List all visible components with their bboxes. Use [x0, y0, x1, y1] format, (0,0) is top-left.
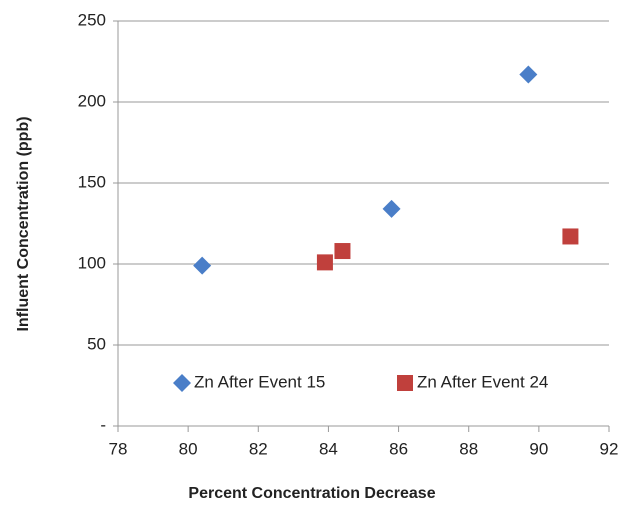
y-tick-label: 200 — [78, 91, 106, 110]
legend-label: Zn After Event 15 — [194, 372, 325, 391]
point — [382, 199, 401, 218]
x-tick-label: 86 — [389, 439, 408, 458]
x-tick-label: 88 — [459, 439, 478, 458]
y-tick-label: - — [100, 415, 106, 434]
x-tick-label: 90 — [529, 439, 548, 458]
x-tick-label: 82 — [249, 439, 268, 458]
point — [562, 228, 579, 245]
y-tick-label: 250 — [78, 10, 106, 29]
point — [519, 65, 538, 84]
y-tick-label: 100 — [78, 253, 106, 272]
point — [334, 243, 351, 260]
point — [193, 256, 212, 275]
legend-marker — [173, 374, 191, 392]
x-axis-title: Percent Concentration Decrease — [188, 485, 435, 502]
x-tick-label: 80 — [179, 439, 198, 458]
y-tick-label: 150 — [78, 172, 106, 191]
x-tick-label: 84 — [319, 439, 338, 458]
x-tick-label: 78 — [109, 439, 128, 458]
legend-marker — [397, 375, 413, 391]
legend-label: Zn After Event 24 — [417, 372, 548, 391]
y-tick-label: 50 — [87, 334, 106, 353]
y-axis-title: Influent Concentration (ppb) — [15, 116, 32, 331]
point — [316, 254, 333, 271]
x-tick-label: 92 — [600, 439, 619, 458]
